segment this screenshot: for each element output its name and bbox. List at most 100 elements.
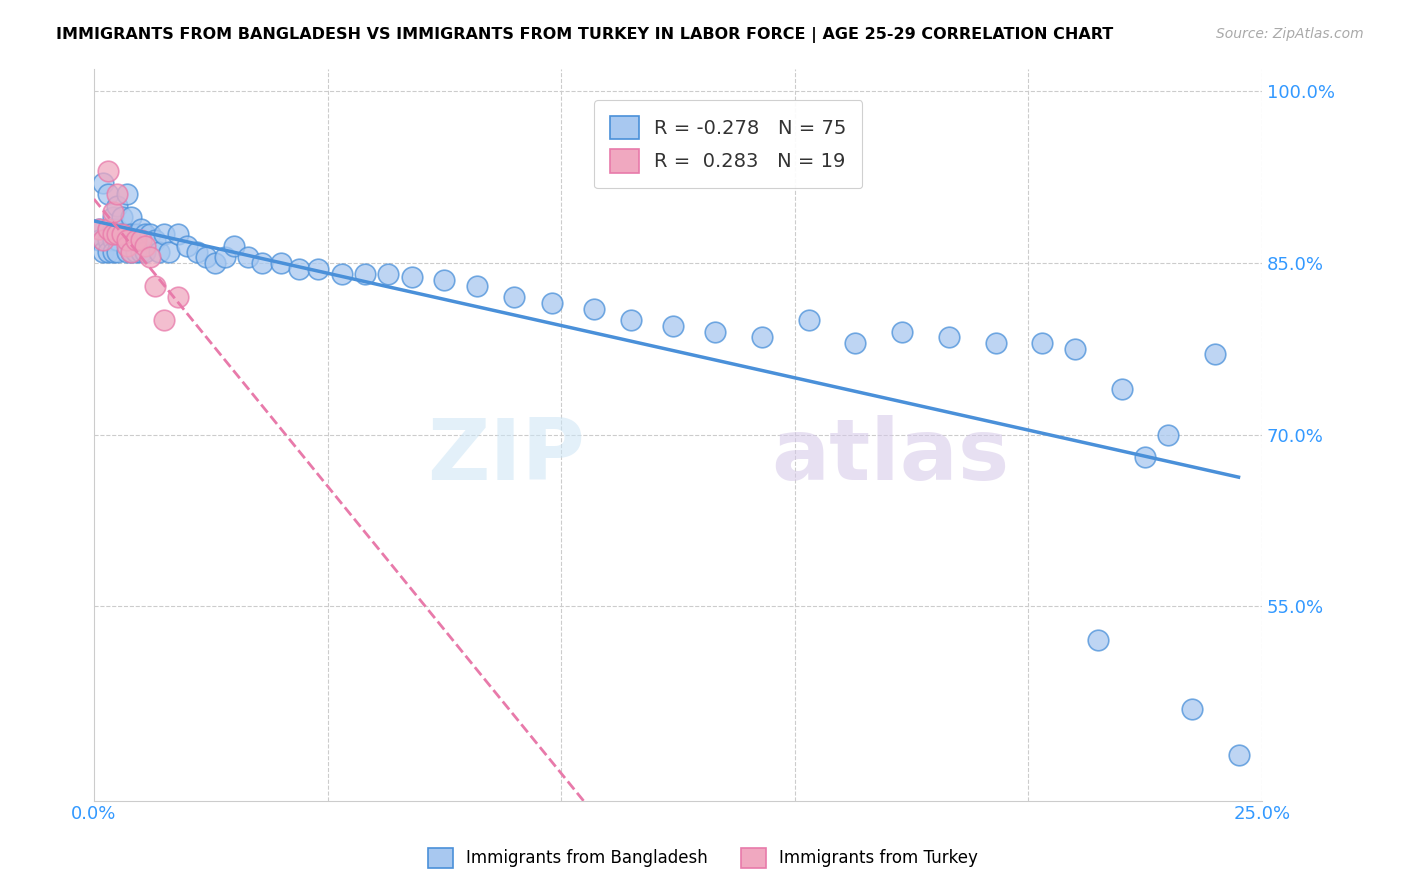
- Point: [540, 296, 562, 310]
- Point: [222, 239, 245, 253]
- Point: [1133, 450, 1156, 465]
- Legend: Immigrants from Bangladesh, Immigrants from Turkey: Immigrants from Bangladesh, Immigrants f…: [420, 841, 986, 875]
- Point: [97, 221, 120, 235]
- Point: [91, 176, 114, 190]
- Point: [101, 244, 124, 259]
- Point: [129, 233, 152, 247]
- Point: [97, 221, 120, 235]
- Point: [87, 221, 110, 235]
- Point: [1157, 427, 1180, 442]
- Point: [97, 233, 120, 247]
- Point: [129, 221, 152, 235]
- Point: [143, 278, 166, 293]
- Point: [503, 290, 526, 304]
- Text: ZIP: ZIP: [427, 415, 585, 498]
- Point: [97, 187, 120, 202]
- Point: [1031, 336, 1053, 351]
- Point: [125, 227, 148, 242]
- Point: [139, 227, 162, 242]
- Point: [111, 227, 134, 242]
- Point: [105, 199, 128, 213]
- Point: [143, 233, 166, 247]
- Point: [891, 325, 914, 339]
- Point: [105, 187, 128, 202]
- Point: [115, 244, 138, 259]
- Point: [101, 233, 124, 247]
- Point: [139, 250, 162, 264]
- Point: [582, 301, 605, 316]
- Point: [1064, 342, 1087, 356]
- Point: [105, 244, 128, 259]
- Point: [125, 244, 148, 259]
- Point: [330, 268, 353, 282]
- Point: [97, 244, 120, 259]
- Point: [97, 164, 120, 178]
- Point: [195, 250, 218, 264]
- Point: [662, 318, 685, 333]
- Point: [1181, 702, 1204, 716]
- Point: [87, 233, 110, 247]
- Point: [1227, 747, 1250, 762]
- Point: [115, 187, 138, 202]
- Point: [167, 290, 190, 304]
- Point: [288, 261, 311, 276]
- Point: [101, 204, 124, 219]
- Point: [204, 256, 226, 270]
- Point: [186, 244, 208, 259]
- Text: Source: ZipAtlas.com: Source: ZipAtlas.com: [1216, 27, 1364, 41]
- Point: [307, 261, 329, 276]
- Point: [153, 227, 176, 242]
- Point: [134, 227, 156, 242]
- Point: [377, 268, 399, 282]
- Legend: R = -0.278   N = 75, R =  0.283   N = 19: R = -0.278 N = 75, R = 0.283 N = 19: [595, 100, 862, 188]
- Point: [620, 313, 643, 327]
- Point: [270, 256, 292, 270]
- Point: [91, 233, 114, 247]
- Point: [115, 239, 138, 253]
- Point: [91, 244, 114, 259]
- Point: [101, 221, 124, 235]
- Point: [134, 244, 156, 259]
- Point: [214, 250, 236, 264]
- Point: [236, 250, 259, 264]
- Point: [704, 325, 727, 339]
- Point: [120, 211, 142, 225]
- Point: [938, 330, 960, 344]
- Point: [354, 268, 377, 282]
- Text: atlas: atlas: [772, 415, 1010, 498]
- Point: [1111, 382, 1133, 396]
- Point: [120, 227, 142, 242]
- Point: [105, 227, 128, 242]
- Point: [797, 313, 820, 327]
- Point: [1204, 347, 1226, 361]
- Point: [87, 221, 110, 235]
- Point: [125, 233, 148, 247]
- Point: [120, 244, 142, 259]
- Point: [157, 244, 180, 259]
- Point: [844, 336, 866, 351]
- Point: [129, 244, 152, 259]
- Point: [984, 336, 1007, 351]
- Point: [105, 221, 128, 235]
- Text: IMMIGRANTS FROM BANGLADESH VS IMMIGRANTS FROM TURKEY IN LABOR FORCE | AGE 25-29 : IMMIGRANTS FROM BANGLADESH VS IMMIGRANTS…: [56, 27, 1114, 43]
- Point: [250, 256, 273, 270]
- Point: [176, 239, 198, 253]
- Point: [465, 278, 488, 293]
- Point: [111, 211, 134, 225]
- Point: [101, 227, 124, 242]
- Point: [751, 330, 773, 344]
- Point: [115, 233, 138, 247]
- Point: [148, 244, 170, 259]
- Point: [153, 313, 176, 327]
- Point: [167, 227, 190, 242]
- Point: [91, 233, 114, 247]
- Point: [433, 273, 456, 287]
- Point: [105, 233, 128, 247]
- Point: [120, 244, 142, 259]
- Point: [115, 227, 138, 242]
- Point: [401, 269, 423, 284]
- Point: [1087, 633, 1109, 648]
- Point: [101, 211, 124, 225]
- Point: [111, 227, 134, 242]
- Point: [134, 239, 156, 253]
